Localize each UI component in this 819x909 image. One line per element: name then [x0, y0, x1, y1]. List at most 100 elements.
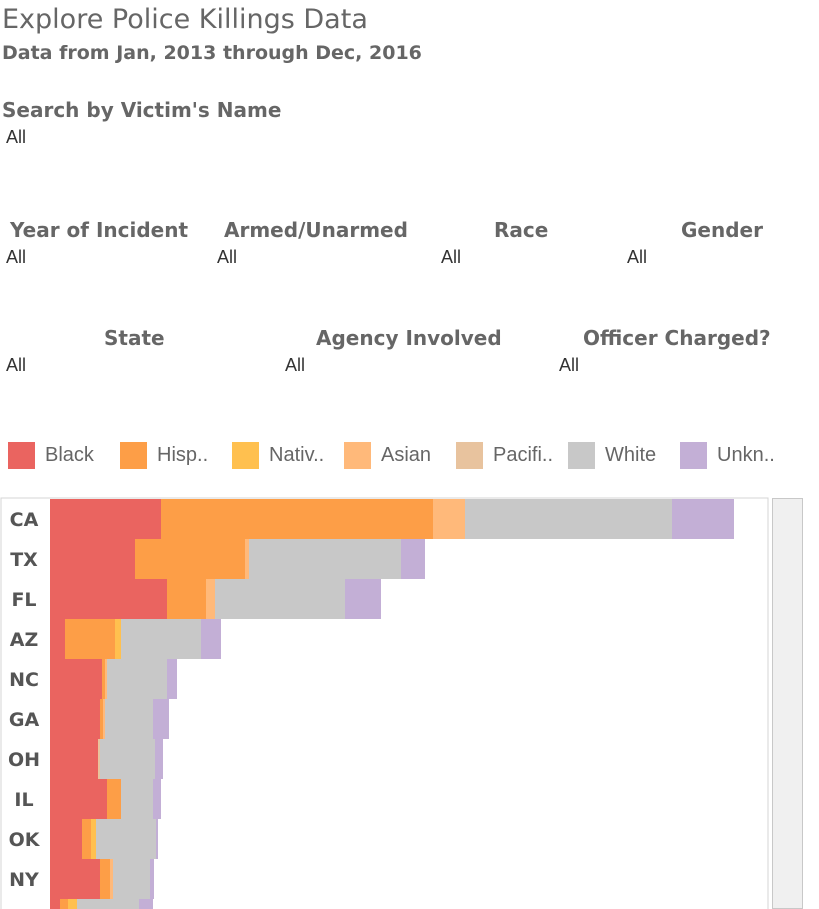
filter-agency-value[interactable]: All — [285, 355, 306, 375]
y-tick-label: NY — [9, 869, 39, 891]
bar-segment-nc-3[interactable] — [105, 659, 107, 699]
filter-state-value[interactable]: All — [6, 355, 27, 375]
filter-race-label: Race — [494, 218, 549, 242]
filter-armed-value[interactable]: All — [217, 247, 238, 267]
y-tick-label: IL — [14, 789, 33, 811]
bar-segment-ga-0[interactable] — [50, 699, 100, 739]
filter-armed-label: Armed/Unarmed — [224, 218, 408, 242]
bar-segment-ny-5[interactable] — [113, 859, 150, 899]
bar-segment-partial-1[interactable] — [60, 899, 68, 909]
y-tick-label: NC — [9, 669, 39, 691]
bar-segment-oh-4[interactable] — [98, 739, 100, 779]
page-subtitle: Data from Jan, 2013 through Dec, 2016 — [2, 42, 422, 64]
bar-segment-ca-6[interactable] — [672, 499, 734, 539]
legend-swatch — [232, 441, 259, 469]
bar-segment-il-6[interactable] — [153, 779, 161, 819]
legend-label: Pacifi.. — [493, 443, 554, 466]
legend-label: Asian — [381, 443, 432, 466]
page-title: Explore Police Killings Data — [2, 4, 368, 35]
y-tick-label: OH — [8, 749, 40, 771]
y-tick-label: CA — [10, 509, 39, 531]
bar-segment-tx-1[interactable] — [135, 539, 245, 579]
stacked-bar-chart: CA TX FL AZ NC GA OH IL OK NY — [0, 497, 769, 909]
legend-label: Unkn.. — [717, 443, 775, 466]
vertical-scrollbar[interactable] — [772, 498, 803, 909]
legend-item-black[interactable]: Black — [8, 440, 94, 470]
bar-segment-fl-1[interactable] — [167, 579, 206, 619]
filter-gender-value[interactable]: All — [627, 247, 648, 267]
bar-segment-ca-0[interactable] — [50, 499, 161, 539]
legend-label: White — [605, 443, 657, 466]
bar-segment-oh-0[interactable] — [50, 739, 98, 779]
filter-officer-charged-value[interactable]: All — [559, 355, 580, 375]
bar-segment-ok-1[interactable] — [82, 819, 91, 859]
y-tick-label: OK — [9, 829, 41, 851]
legend-item-pacific[interactable]: Pacifi.. — [456, 440, 553, 470]
bar-segment-partial-0[interactable] — [50, 899, 60, 909]
bar-segment-oh-5[interactable] — [100, 739, 155, 779]
filter-year-label: Year of Incident — [10, 218, 189, 242]
filter-agency-label: Agency Involved — [316, 326, 502, 350]
legend-swatch — [680, 441, 707, 469]
legend-label: Nativ.. — [269, 443, 325, 466]
bar-segment-tx-6[interactable] — [401, 539, 425, 579]
bar-segment-ca-3[interactable] — [433, 499, 465, 539]
bar-segment-partial-6[interactable] — [139, 899, 153, 909]
bar-segment-ga-3[interactable] — [103, 699, 105, 739]
bar-segment-partial-5[interactable] — [77, 899, 139, 909]
bar-segment-nc-0[interactable] — [50, 659, 102, 699]
bar-segment-az-6[interactable] — [201, 619, 221, 659]
filter-gender-label: Gender — [681, 218, 763, 242]
bar-segment-il-5[interactable] — [121, 779, 153, 819]
bar-segment-ny-3[interactable] — [110, 859, 113, 899]
legend-swatch — [8, 441, 35, 469]
bar-segment-ny-6[interactable] — [150, 859, 154, 899]
bar-segment-az-5[interactable] — [121, 619, 201, 659]
bar-segment-ga-1[interactable] — [100, 699, 103, 739]
bar-segment-fl-3[interactable] — [206, 579, 215, 619]
legend-item-asian[interactable]: Asian — [344, 440, 431, 470]
bar-segment-tx-0[interactable] — [50, 539, 135, 579]
filter-state-label: State — [104, 326, 165, 350]
filter-victim-name-value[interactable]: All — [6, 127, 27, 147]
legend-item-white[interactable]: White — [568, 440, 656, 470]
bar-segment-ga-6[interactable] — [153, 699, 169, 739]
bar-segment-ny-1[interactable] — [100, 859, 110, 899]
bar-segment-ok-5[interactable] — [96, 819, 156, 859]
bar-segment-ca-5[interactable] — [465, 499, 672, 539]
bar-segment-ga-5[interactable] — [105, 699, 153, 739]
legend-label: Black — [45, 443, 94, 466]
bar-segment-tx-3[interactable] — [245, 539, 249, 579]
bar-segment-ny-0[interactable] — [50, 859, 100, 899]
bar-segment-az-1[interactable] — [65, 619, 115, 659]
bar-segment-fl-0[interactable] — [50, 579, 167, 619]
bar-segment-ok-0[interactable] — [50, 819, 82, 859]
bar-segment-il-0[interactable] — [50, 779, 107, 819]
bar-segment-fl-5[interactable] — [215, 579, 345, 619]
filter-year-value[interactable]: All — [6, 247, 27, 267]
bar-segment-ca-1[interactable] — [161, 499, 433, 539]
bar-segment-nc-1[interactable] — [102, 659, 105, 699]
y-tick-label: FL — [11, 589, 36, 611]
bar-segment-ok-2[interactable] — [91, 819, 96, 859]
y-tick-label: AZ — [10, 629, 38, 651]
legend-item-native[interactable]: Nativ.. — [232, 440, 324, 470]
legend-item-hispanic[interactable]: Hisp.. — [120, 440, 208, 470]
y-tick-label: GA — [9, 709, 40, 731]
bar-segment-az-2[interactable] — [115, 619, 121, 659]
bar-segment-partial-2[interactable] — [68, 899, 77, 909]
legend-swatch — [568, 441, 595, 469]
filter-officer-charged-label: Officer Charged? — [583, 326, 771, 350]
bar-segment-nc-5[interactable] — [107, 659, 167, 699]
filter-victim-name-label: Search by Victim's Name — [2, 98, 282, 122]
bar-segment-az-0[interactable] — [50, 619, 65, 659]
bar-segment-il-1[interactable] — [107, 779, 121, 819]
bar-segment-oh-6[interactable] — [155, 739, 163, 779]
filter-race-value[interactable]: All — [441, 247, 462, 267]
bar-segment-fl-6[interactable] — [345, 579, 381, 619]
bar-segment-tx-5[interactable] — [249, 539, 401, 579]
legend-item-unknown[interactable]: Unkn.. — [680, 440, 775, 470]
legend-swatch — [120, 441, 147, 469]
bar-segment-nc-6[interactable] — [167, 659, 177, 699]
bar-segment-ok-6[interactable] — [156, 819, 158, 859]
